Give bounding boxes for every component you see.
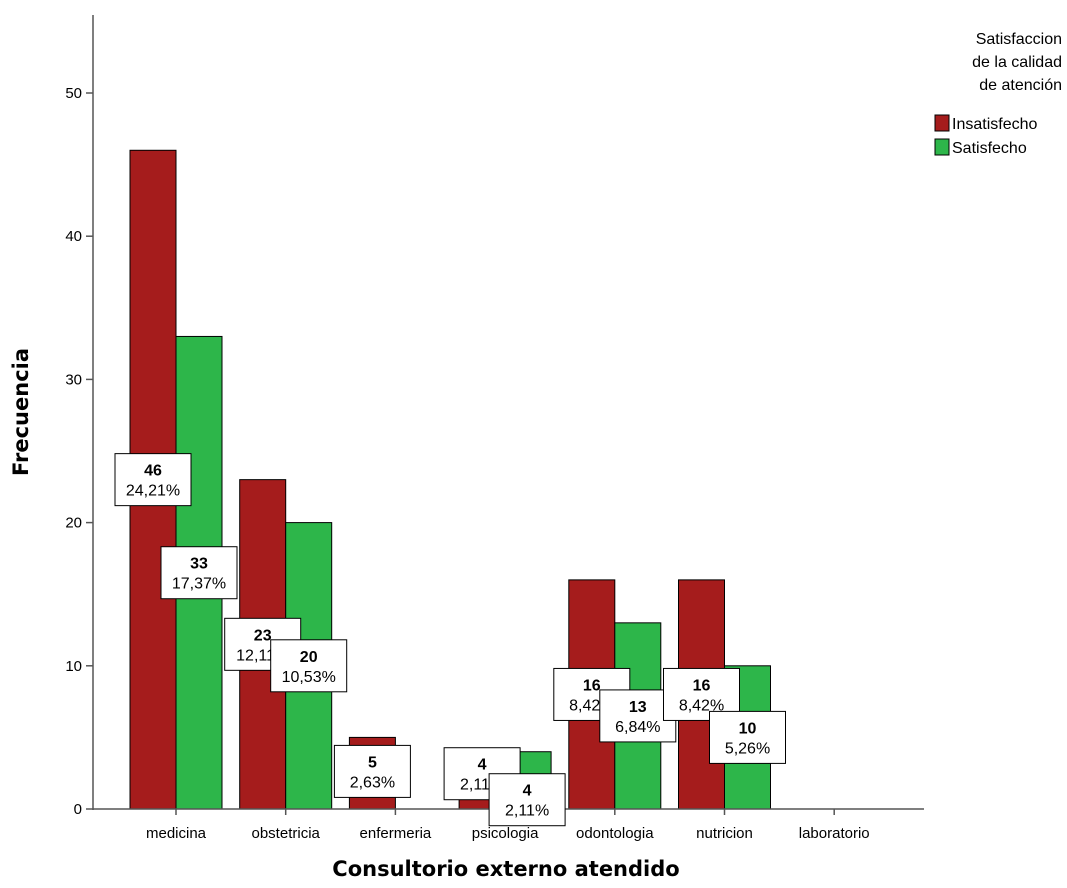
x-tick-label-nutricion: nutricion	[696, 825, 753, 842]
data-label-percent: 2,63%	[350, 774, 395, 791]
x-axis-title: Consultorio externo atendido	[332, 857, 679, 881]
y-tick-label: 40	[65, 228, 82, 245]
data-label-insatisfecho-medicina: 46 24,21%	[115, 454, 191, 506]
data-label-count: 33	[190, 556, 208, 573]
data-label-count: 16	[583, 677, 601, 694]
data-label-percent: 24,21%	[126, 483, 180, 500]
x-tick-label-obstetricia: obstetricia	[252, 825, 321, 842]
data-label-count: 23	[254, 627, 272, 644]
legend-swatch-satisfecho	[935, 139, 949, 155]
legend-label-insatisfecho: Insatisfecho	[952, 116, 1037, 133]
legend-label-satisfecho: Satisfecho	[952, 140, 1027, 157]
data-label-count: 20	[300, 649, 318, 666]
data-label-count: 13	[629, 699, 647, 716]
x-tick-label-enfermeria: enfermeria	[360, 825, 432, 842]
y-tick-label: 30	[65, 371, 82, 388]
data-label-percent: 2,11%	[505, 803, 549, 820]
data-label-percent: 10,53%	[282, 669, 336, 686]
data-label-count: 4	[478, 757, 487, 774]
x-tick-label-odontologia: odontologia	[576, 825, 654, 842]
x-tick-label-psicologia: psicologia	[472, 825, 539, 842]
data-label-satisfecho-psicologia: 4 2,11%	[489, 774, 565, 826]
legend-title-line-3: de atención	[979, 77, 1062, 94]
data-label-satisfecho-medicina: 33 17,37%	[161, 547, 237, 599]
y-tick-label: 0	[74, 801, 82, 818]
data-label-percent: 6,84%	[615, 719, 660, 736]
legend: Satisfaccion de la calidad de atención I…	[935, 31, 1062, 157]
x-tick-label-medicina: medicina	[146, 825, 207, 842]
data-label-percent: 5,26%	[725, 740, 770, 757]
data-label-count: 46	[144, 463, 162, 480]
y-axis-title: Frecuencia	[9, 348, 33, 476]
data-label-count: 4	[523, 783, 532, 800]
legend-title-line-2: de la calidad	[972, 54, 1062, 71]
data-label-satisfecho-obstetricia: 20 10,53%	[271, 640, 347, 692]
data-label-percent: 17,37%	[172, 576, 226, 593]
data-label-satisfecho-nutricion: 10 5,26%	[710, 711, 786, 763]
legend-title-line-1: Satisfaccion	[976, 31, 1062, 48]
data-label-count: 16	[693, 677, 711, 694]
data-label-count: 5	[368, 754, 377, 771]
legend-swatch-insatisfecho	[935, 115, 949, 131]
data-label-count: 10	[739, 720, 757, 737]
y-tick-label: 10	[65, 658, 82, 675]
x-tick-label-laboratorio: laboratorio	[799, 825, 870, 842]
y-tick-label: 50	[65, 85, 82, 102]
y-tick-label: 20	[65, 515, 82, 532]
data-label-insatisfecho-enfermeria: 5 2,63%	[334, 745, 410, 797]
